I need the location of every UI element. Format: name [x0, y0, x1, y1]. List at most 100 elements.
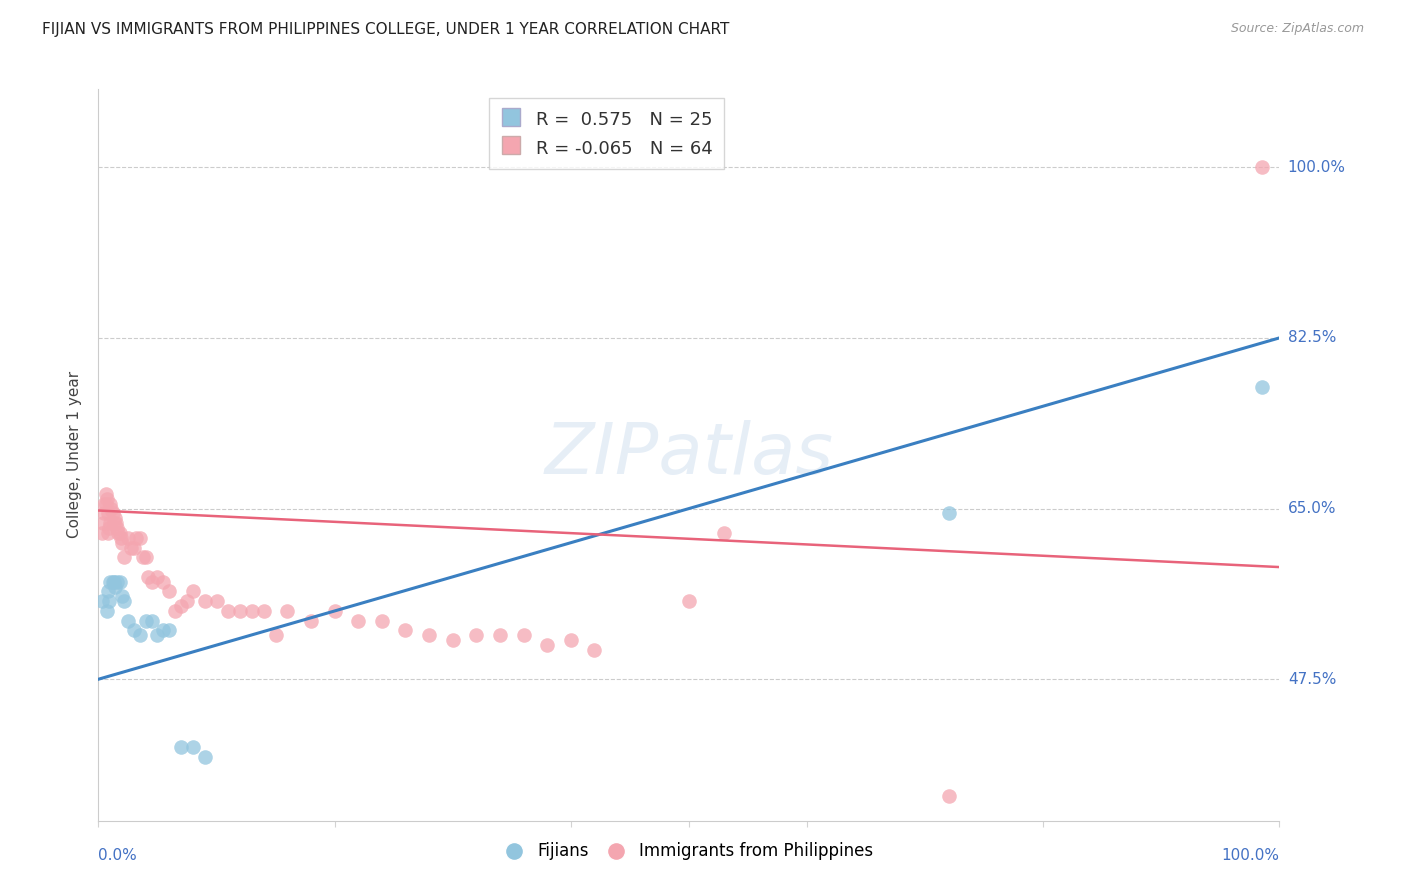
Point [100, 501, 122, 516]
Point [104, 580, 127, 594]
Point [98, 521, 121, 535]
Point [1250, 160, 1272, 174]
Point [101, 574, 124, 589]
Text: 82.5%: 82.5% [1288, 330, 1336, 345]
Point [181, 584, 204, 599]
Point [176, 594, 198, 608]
Text: 0.0%: 0.0% [98, 848, 138, 863]
Text: FIJIAN VS IMMIGRANTS FROM PHILIPPINES COLLEGE, UNDER 1 YEAR CORRELATION CHART: FIJIAN VS IMMIGRANTS FROM PHILIPPINES CO… [42, 22, 730, 37]
Point [205, 594, 228, 608]
Point [276, 604, 298, 618]
Point [253, 604, 276, 618]
Point [136, 570, 159, 584]
Point [157, 584, 180, 599]
Point [96, 491, 118, 506]
Point [122, 624, 145, 638]
Point [111, 590, 134, 604]
Point [146, 628, 169, 642]
Point [229, 604, 252, 618]
Point [105, 574, 128, 589]
Point [98, 516, 121, 531]
Point [441, 633, 464, 648]
Point [152, 574, 174, 589]
Point [217, 604, 239, 618]
Point [96, 604, 118, 618]
Point [105, 516, 128, 531]
Point [112, 550, 135, 565]
Point [938, 789, 960, 804]
Point [170, 599, 193, 613]
Point [132, 550, 155, 565]
Point [299, 614, 322, 628]
Point [98, 497, 121, 511]
Point [135, 550, 157, 565]
Point [371, 614, 394, 628]
Point [94, 497, 117, 511]
Point [194, 594, 217, 608]
Point [152, 624, 174, 638]
Point [135, 614, 157, 628]
Point [264, 628, 287, 642]
Text: Source: ZipAtlas.com: Source: ZipAtlas.com [1230, 22, 1364, 36]
Point [103, 574, 125, 589]
Point [107, 525, 129, 540]
Point [170, 740, 193, 755]
Point [141, 574, 163, 589]
Point [165, 604, 187, 618]
Point [97, 507, 120, 521]
Point [146, 570, 169, 584]
Point [112, 594, 135, 608]
Point [1250, 379, 1272, 393]
Point [122, 541, 145, 555]
Text: 47.5%: 47.5% [1288, 672, 1336, 687]
Point [93, 507, 115, 521]
Point [347, 614, 370, 628]
Legend: Fijians, Immigrants from Philippines: Fijians, Immigrants from Philippines [498, 836, 880, 867]
Point [91, 516, 114, 531]
Point [94, 487, 117, 501]
Point [103, 516, 125, 531]
Text: 100.0%: 100.0% [1288, 160, 1346, 175]
Point [465, 628, 488, 642]
Point [489, 628, 512, 642]
Point [240, 604, 263, 618]
Point [110, 531, 132, 545]
Point [93, 497, 115, 511]
Point [181, 740, 204, 755]
Point [125, 531, 148, 545]
Point [938, 507, 960, 521]
Point [97, 584, 120, 599]
Y-axis label: College, Under 1 year: College, Under 1 year [67, 371, 83, 539]
Point [111, 535, 134, 549]
Point [583, 643, 606, 657]
Point [104, 511, 127, 525]
Point [121, 541, 143, 555]
Point [323, 604, 346, 618]
Point [536, 638, 558, 652]
Point [91, 594, 114, 608]
Point [98, 574, 121, 589]
Point [105, 521, 128, 535]
Text: 65.0%: 65.0% [1288, 501, 1336, 516]
Point [713, 525, 735, 540]
Point [98, 594, 121, 608]
Point [117, 614, 139, 628]
Point [128, 531, 150, 545]
Point [560, 633, 582, 648]
Point [108, 525, 131, 540]
Point [418, 628, 440, 642]
Point [91, 525, 114, 540]
Text: ZIPatlas: ZIPatlas [544, 420, 834, 490]
Point [101, 507, 124, 521]
Point [108, 574, 131, 589]
Point [141, 614, 163, 628]
Point [194, 750, 217, 764]
Text: 100.0%: 100.0% [1222, 848, 1279, 863]
Point [117, 531, 139, 545]
Point [512, 628, 534, 642]
Point [157, 624, 180, 638]
Point [394, 624, 416, 638]
Point [128, 628, 150, 642]
Point [97, 525, 120, 540]
Point [678, 594, 700, 608]
